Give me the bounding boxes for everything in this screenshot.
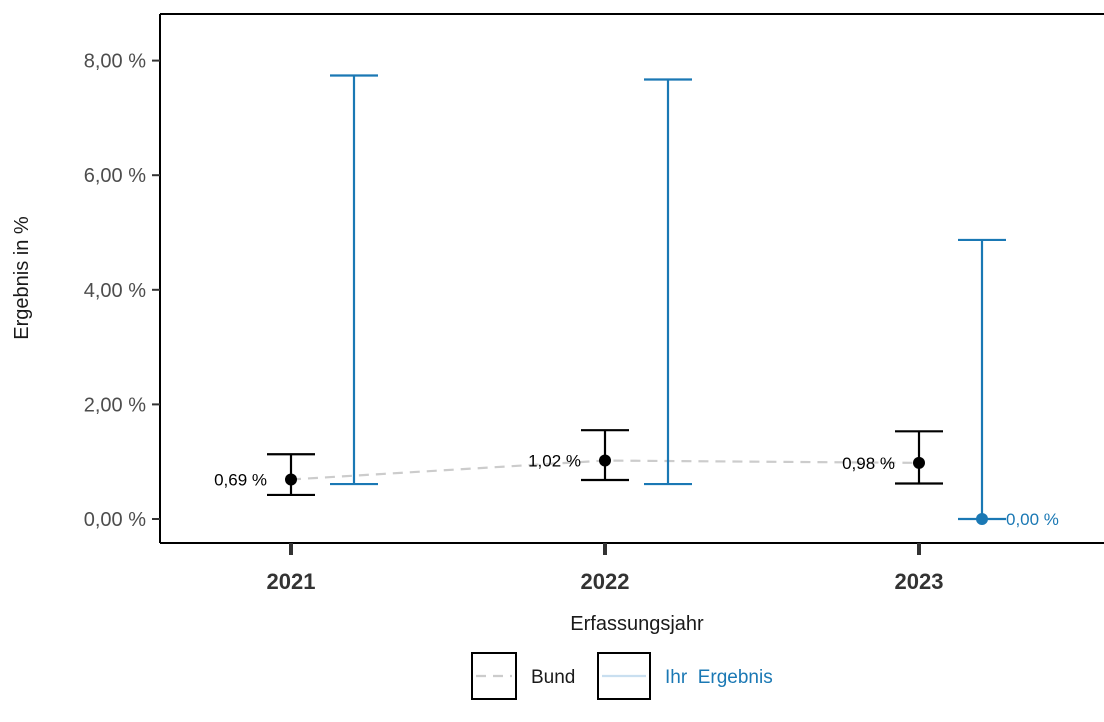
y-tick-label: 4,00 % <box>84 280 146 302</box>
y-tick-label: 2,00 % <box>84 394 146 416</box>
y-tick-label: 8,00 % <box>84 51 146 73</box>
bund-data-label: 1,02 % <box>528 452 581 471</box>
ihr-ergebnis-data-label: 0,00 % <box>1006 510 1059 529</box>
legend-label-bund: Bund <box>531 667 575 688</box>
x-tick-label: 2021 <box>267 569 316 594</box>
bund-point <box>285 473 297 486</box>
x-axis-title: Erfassungsjahr <box>570 613 704 635</box>
legend: Bund Ihr Ergebnis <box>471 652 773 700</box>
ihr-ergebnis-point <box>976 513 988 525</box>
legend-label-ihr-ergebnis: Ihr Ergebnis <box>665 667 773 688</box>
chart-marks: 0,00 % 0,69 % 1,02 % 0,98 % <box>214 74 1059 529</box>
bund-data-label: 0,69 % <box>214 470 267 489</box>
y-axis-title: Ergebnis in % <box>11 216 33 340</box>
bund-data-label: 0,98 % <box>842 454 895 473</box>
axes: 0,00 % 2,00 % 4,00 % 6,00 % 8,00 % 2021 2022 20… <box>84 13 1104 594</box>
bund-point <box>599 454 611 467</box>
x-tick-label: 2022 <box>581 569 630 594</box>
x-tick-label: 2023 <box>895 569 944 594</box>
y-tick-label: 6,00 % <box>84 165 146 187</box>
y-tick-label: 0,00 % <box>84 509 146 531</box>
bund-point <box>913 456 925 469</box>
